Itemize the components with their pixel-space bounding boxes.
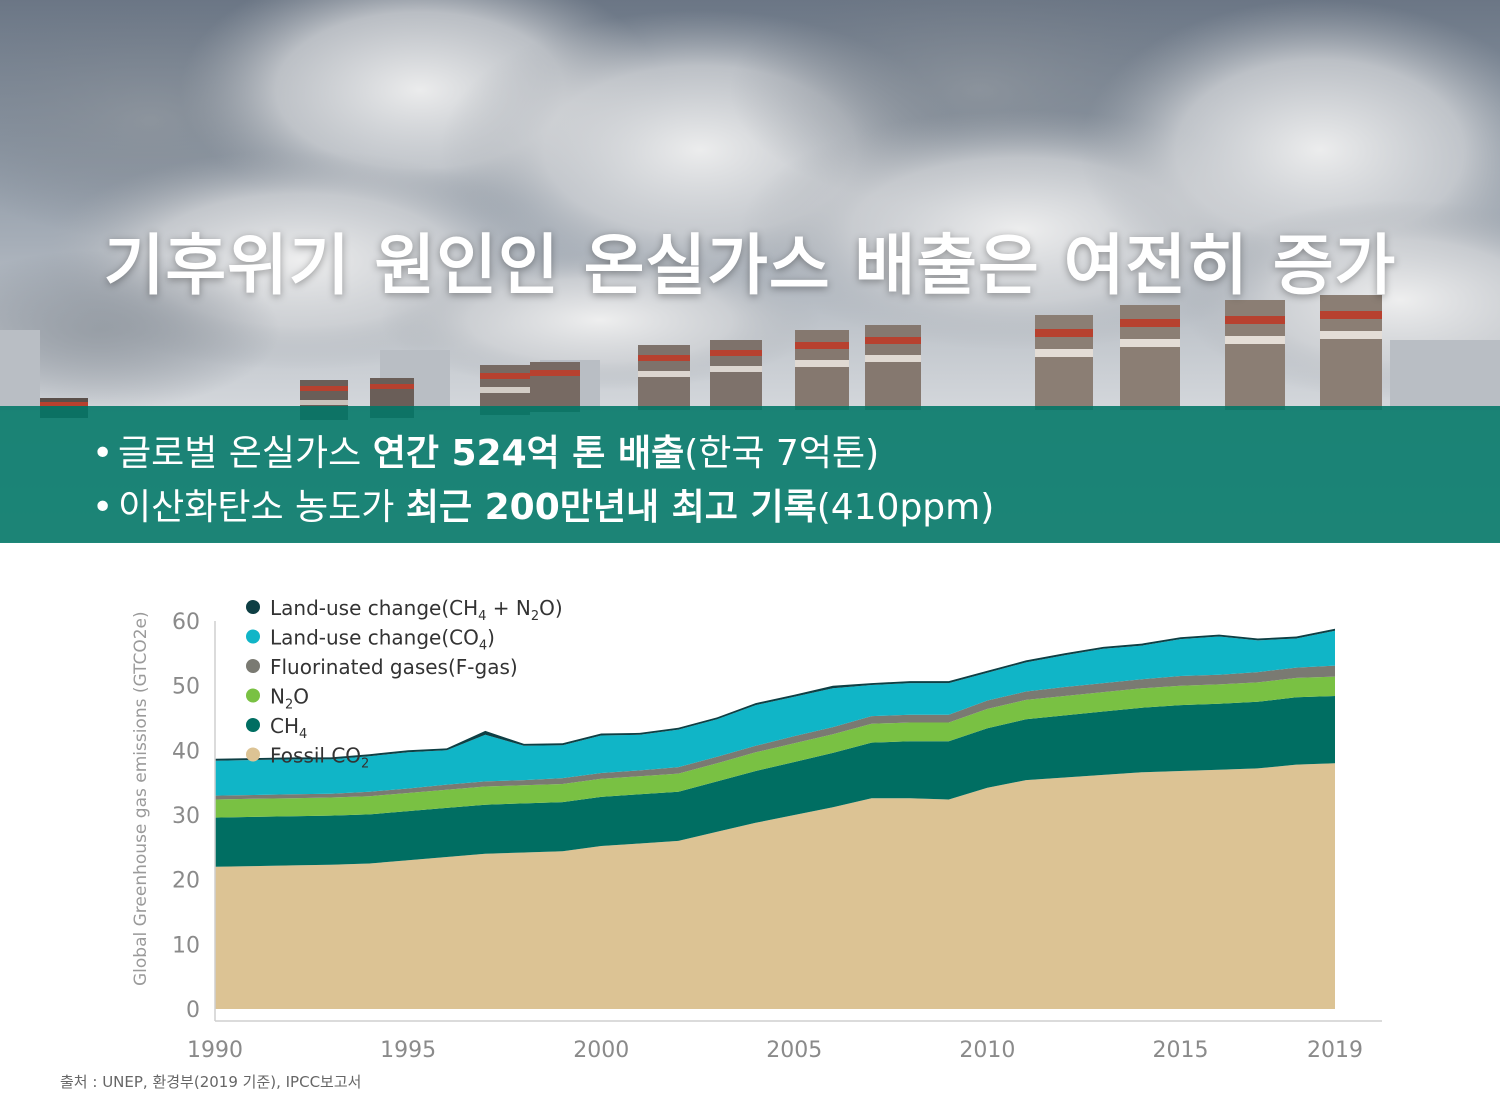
legend-label: CH4 bbox=[270, 714, 307, 742]
bullet-dot: • bbox=[92, 433, 114, 474]
emissions-stacked-area-chart: 0 10 20 30 40 50 60 1990 1995 2000 2005 2010 2015 20… bbox=[131, 596, 1382, 1063]
legend-label: Fluorinated gases(F-gas) bbox=[270, 655, 518, 679]
legend-item: N2O bbox=[246, 685, 309, 713]
y-tick-labels: 0 10 20 30 40 50 60 bbox=[172, 610, 200, 1023]
x-tick-label: 2010 bbox=[959, 1038, 1015, 1063]
y-tick-label: 60 bbox=[172, 610, 200, 635]
x-tick-label: 2005 bbox=[766, 1038, 822, 1063]
bullet-text: 이산화탄소 농도가 bbox=[118, 487, 406, 528]
source-caption: 출처 : UNEP, 환경부(2019 기준), IPCC보고서 bbox=[60, 1073, 362, 1091]
legend-label: Fossil CO2 bbox=[270, 744, 369, 772]
y-tick-label: 30 bbox=[172, 804, 200, 829]
y-axis-label: Global Greenhouse gas emissions (GTCO2e) bbox=[131, 611, 151, 986]
summary-bullet-co2: • 이산화탄소 농도가 최근 200만년내 최고 기록(410ppm) bbox=[92, 478, 994, 530]
hero-photo: 기후위기 원인인 온실가스 배출은 여전히 증가 bbox=[0, 0, 1500, 542]
area-series-0 bbox=[215, 763, 1335, 1009]
area-series-2 bbox=[215, 676, 1335, 818]
legend-item: Land-use change(CO4) bbox=[246, 626, 495, 654]
x-tick-label: 1995 bbox=[380, 1038, 436, 1063]
bullet-highlight: 최근 200만년내 최고 기록 bbox=[405, 487, 817, 528]
x-tick-label: 1990 bbox=[187, 1038, 243, 1063]
x-tick-label: 2000 bbox=[573, 1038, 629, 1063]
legend-item: CH4 bbox=[246, 714, 307, 742]
chart-areas bbox=[215, 628, 1335, 1009]
area-series-1 bbox=[215, 696, 1335, 867]
legend-label: N2O bbox=[270, 685, 309, 713]
chart-legend: Land-use change(CH4 + N2O)Land-use chang… bbox=[246, 596, 563, 772]
smokestacks bbox=[40, 295, 1382, 420]
legend-item: Fluorinated gases(F-gas) bbox=[246, 655, 518, 679]
legend-swatch bbox=[246, 659, 260, 673]
bullet-dot: • bbox=[92, 487, 114, 528]
smokestack-photo-illustration bbox=[0, 0, 1500, 420]
x-tick-label: 2019 bbox=[1307, 1038, 1363, 1063]
y-tick-label: 40 bbox=[172, 739, 200, 764]
legend-swatch bbox=[246, 629, 260, 644]
x-tick-labels: 1990 1995 2000 2005 2010 2015 2019 bbox=[187, 1038, 1363, 1063]
legend-swatch bbox=[246, 600, 260, 614]
bullet-suffix: (한국 7억톤) bbox=[684, 433, 880, 474]
area-series-4 bbox=[215, 630, 1335, 796]
legend-swatch bbox=[246, 747, 260, 762]
legend-label: Land-use change(CH4 + N2O) bbox=[270, 596, 563, 624]
x-tick-label: 2015 bbox=[1153, 1038, 1209, 1063]
summary-band bbox=[0, 406, 1500, 543]
bullet-text: 글로벌 온실가스 bbox=[118, 433, 373, 474]
legend-item: Land-use change(CH4 + N2O) bbox=[246, 596, 563, 624]
y-tick-label: 10 bbox=[172, 933, 200, 958]
y-tick-label: 20 bbox=[172, 869, 200, 894]
y-tick-label: 50 bbox=[172, 675, 200, 700]
legend-label: Land-use change(CO4) bbox=[270, 626, 495, 654]
legend-swatch bbox=[246, 688, 260, 703]
bullet-highlight: 연간 524억 톤 배출 bbox=[372, 433, 685, 474]
bullet-suffix: (410ppm) bbox=[816, 487, 995, 528]
summary-bullet-emissions: • 글로벌 온실가스 연간 524억 톤 배출(한국 7억톤) bbox=[92, 424, 879, 476]
area-series-3 bbox=[215, 665, 1335, 800]
legend-item: Fossil CO2 bbox=[246, 744, 369, 772]
y-tick-label: 0 bbox=[186, 998, 200, 1023]
legend-swatch bbox=[246, 718, 260, 732]
smoke-clouds bbox=[0, 0, 1500, 410]
page-title: 기후위기 원인인 온실가스 배출은 여전히 증가 bbox=[103, 227, 1397, 304]
